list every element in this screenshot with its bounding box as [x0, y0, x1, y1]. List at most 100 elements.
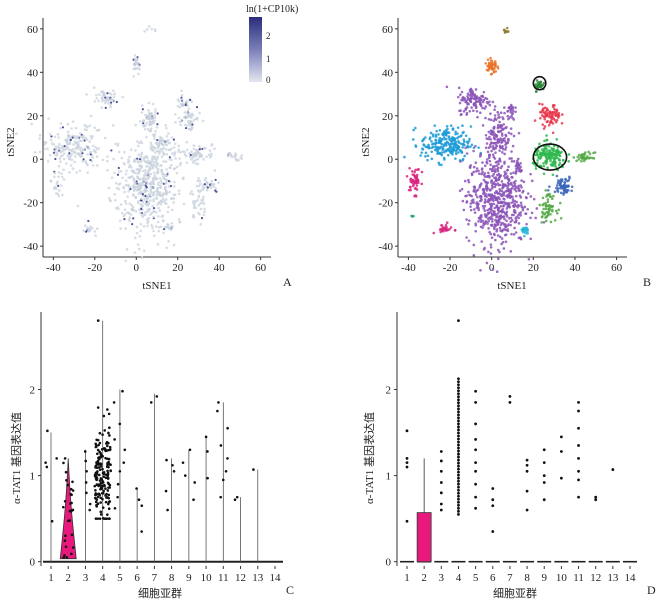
panel-a-point	[200, 155, 203, 158]
panel-b-point	[552, 117, 556, 120]
panel-b-point	[496, 215, 500, 219]
panel-b-point	[502, 123, 506, 126]
panel-b-point	[431, 143, 434, 146]
panel-b-point	[430, 157, 434, 161]
panel-b-point	[472, 243, 476, 247]
panel-b-point	[496, 234, 500, 237]
panel-a-point	[118, 182, 122, 185]
panel-a-point	[80, 133, 83, 136]
panel-c-point	[50, 519, 54, 523]
panel-a-point	[240, 154, 244, 157]
panel-a-point	[198, 144, 201, 148]
panel-b-point	[481, 170, 484, 174]
panel-a-point	[88, 124, 92, 127]
panel-c-point	[102, 489, 105, 493]
panel-a-point	[196, 150, 200, 154]
panel-b-point	[412, 214, 415, 218]
panel-b-point	[469, 164, 473, 167]
panel-d-outlier	[457, 494, 460, 498]
panel-a-point	[53, 135, 57, 139]
panel-a-point	[76, 141, 80, 144]
panel-b-point	[484, 146, 488, 150]
panel-c-point	[99, 510, 103, 514]
panel-b-point	[473, 187, 476, 190]
panel-a-point	[109, 105, 112, 109]
panel-a-point	[156, 183, 160, 186]
panel-b-point	[497, 113, 500, 116]
panel-b-point	[506, 174, 509, 178]
panel-a-point	[128, 216, 132, 219]
panel-b-cluster	[453, 111, 546, 274]
panel-b-point	[483, 175, 487, 178]
panel-c-point	[96, 517, 100, 520]
panel-a-point	[58, 157, 62, 160]
panel-a-point	[84, 161, 88, 165]
panel-b-point	[466, 145, 470, 149]
panel-a-point	[185, 148, 189, 152]
panel-a-point	[104, 106, 107, 110]
panel-b-point	[510, 150, 513, 153]
panel-b-point	[546, 198, 550, 201]
panel-c-point	[118, 422, 122, 426]
panel-d-outlier	[474, 469, 478, 473]
panel-d-outlier	[542, 498, 546, 502]
panel-d-outlier	[508, 401, 512, 404]
panel-b-point	[502, 185, 505, 189]
panel-a-point	[125, 211, 129, 214]
panel-b-point	[562, 186, 565, 189]
panel-c-point	[68, 519, 71, 522]
panel-b-point	[526, 192, 530, 195]
panel-c-x-tick-label: 12	[235, 572, 246, 584]
panel-a-point	[125, 169, 128, 173]
panel-d-outlier	[457, 503, 460, 507]
panel-c-point	[84, 459, 88, 463]
panel-c-point	[99, 465, 103, 468]
panel-b-point	[524, 196, 528, 199]
panel-c-point	[113, 507, 117, 510]
panel-a-point	[63, 145, 66, 148]
panel-c-point	[85, 469, 88, 473]
panel-b-point	[431, 145, 435, 149]
panel-b-point	[541, 103, 544, 106]
panel-a-point	[139, 155, 143, 159]
panel-a-point	[113, 92, 116, 96]
panel-b-point	[420, 151, 424, 154]
panel-a-point	[141, 200, 145, 204]
panel-a-point	[85, 145, 88, 148]
panel-a-point	[144, 184, 147, 187]
panel-b-point	[508, 157, 511, 160]
panel-a-x-tick-label: 60	[255, 262, 267, 274]
panel-b-point	[548, 208, 551, 212]
panel-d-x-tick-label: 10	[556, 572, 568, 584]
panel-a-point	[126, 183, 130, 187]
panel-a-point	[203, 207, 206, 211]
panel-b-point	[491, 220, 494, 223]
panel-b-point	[438, 136, 442, 140]
panel-b-point	[483, 198, 487, 201]
panel-a-point	[64, 147, 68, 151]
panel-a-point	[130, 203, 133, 207]
panel-a-point	[143, 213, 147, 217]
panel-d-x-tick-label: 6	[490, 572, 496, 584]
panel-b-point	[448, 138, 451, 141]
panel-b-point	[485, 68, 489, 72]
panel-b-point	[469, 125, 473, 128]
panel-b-point	[567, 184, 570, 188]
panel-b-point	[503, 111, 506, 115]
panel-b-point	[491, 100, 495, 104]
panel-a-point	[133, 63, 136, 67]
panel-b-point	[437, 141, 441, 145]
panel-a-point	[106, 159, 109, 163]
panel-b-point	[490, 169, 494, 173]
panel-d-y-tick-label: 0	[386, 557, 392, 569]
panel-b-x-tick-label: 0	[489, 262, 495, 274]
panel-a-point	[154, 178, 158, 181]
panel-a-point	[137, 144, 140, 148]
panel-a-point	[76, 204, 80, 208]
panel-a-point	[58, 143, 61, 146]
panel-b-point	[473, 211, 477, 214]
panel-b-point	[467, 178, 470, 182]
panel-b-point	[492, 202, 496, 206]
panel-a-cluster	[132, 54, 142, 78]
panel-a-point	[211, 142, 214, 146]
